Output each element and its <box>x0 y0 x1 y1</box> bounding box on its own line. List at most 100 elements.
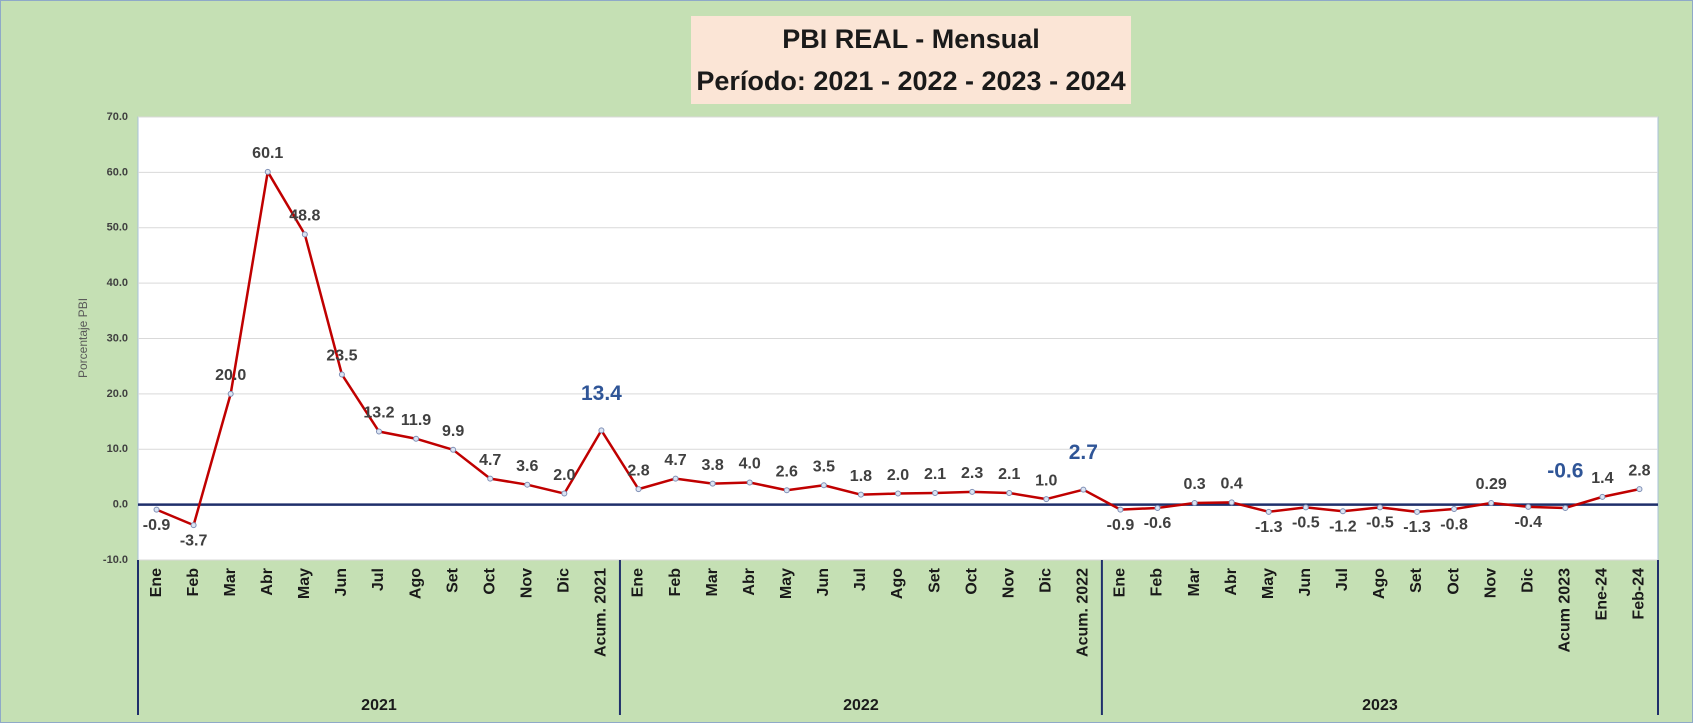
data-label: 4.7 <box>479 452 501 469</box>
data-point <box>264 168 271 175</box>
data-point <box>561 490 568 497</box>
data-point <box>635 486 642 493</box>
x-tick-label: Mar <box>1186 568 1203 596</box>
data-label: 2.3 <box>961 465 983 482</box>
data-point <box>857 491 864 498</box>
y-tick-label: 30.0 <box>107 332 128 344</box>
data-label: -0.8 <box>1440 516 1468 533</box>
data-point <box>932 489 939 496</box>
data-point <box>338 371 345 378</box>
x-tick-label: Dic <box>1038 568 1055 593</box>
x-tick-label: May <box>1260 568 1277 599</box>
x-tick-label: Oct <box>481 567 498 594</box>
data-label: -0.6 <box>1547 459 1583 482</box>
data-label: 23.5 <box>326 348 357 365</box>
data-point <box>746 479 753 486</box>
x-tick-label: Jul <box>852 568 869 591</box>
data-point <box>1488 500 1495 507</box>
x-tick-label: Set <box>1408 567 1425 593</box>
data-point <box>153 506 160 513</box>
data-label: 0.3 <box>1183 476 1205 493</box>
data-point <box>1414 508 1421 515</box>
y-tick-label: 70.0 <box>107 111 128 123</box>
data-point <box>1117 506 1124 513</box>
x-tick-label: Set <box>444 567 461 593</box>
data-point <box>1562 504 1569 511</box>
data-point <box>1006 489 1013 496</box>
data-label: 2.0 <box>553 467 575 484</box>
x-tick-label: Set <box>926 567 943 593</box>
data-label: 11.9 <box>401 412 431 429</box>
x-tick-label: Ene <box>1112 568 1129 597</box>
x-tick-label: Feb-24 <box>1631 568 1648 620</box>
data-point <box>1302 504 1309 511</box>
data-point <box>450 446 457 453</box>
data-label: 13.4 <box>581 382 622 405</box>
x-tick-label: Dic <box>556 568 573 593</box>
x-tick-label: Nov <box>1000 568 1017 598</box>
data-label: 2.6 <box>776 463 798 480</box>
x-tick-label: Mar <box>704 568 721 596</box>
data-label: -3.7 <box>180 532 208 549</box>
data-label: 2.0 <box>887 467 909 484</box>
data-point <box>969 488 976 495</box>
data-point <box>895 490 901 497</box>
x-tick-label: Ago <box>889 568 906 599</box>
data-label: 0.4 <box>1221 476 1243 493</box>
data-label: 20.0 <box>215 367 246 384</box>
x-tick-label: Abr <box>259 568 276 596</box>
data-label: 13.2 <box>363 405 394 422</box>
data-label: 2.8 <box>627 462 649 479</box>
group-label: 2022 <box>843 697 879 714</box>
x-tick-label: Acum 2023 <box>1557 568 1574 653</box>
chart-subtitle: Período: 2021 - 2022 - 2023 - 2024 <box>696 66 1125 96</box>
x-tick-label: Jul <box>370 568 387 591</box>
x-tick-label: Ago <box>407 568 424 599</box>
data-label: -0.6 <box>1144 515 1172 532</box>
x-tick-label: Jun <box>333 568 350 596</box>
y-tick-label: 50.0 <box>107 222 128 234</box>
data-label: -0.9 <box>1107 517 1135 534</box>
x-tick-label: May <box>296 568 313 599</box>
data-point <box>1191 499 1198 506</box>
x-tick-label: Oct <box>963 567 980 594</box>
x-tick-label: Dic <box>1519 568 1536 593</box>
title-box <box>691 16 1131 104</box>
x-tick-label: Nov <box>1482 568 1499 598</box>
y-tick-label: -10.0 <box>103 554 128 566</box>
data-point <box>783 487 790 494</box>
y-tick-label: 0.0 <box>113 499 128 511</box>
x-tick-label: Feb <box>185 568 202 597</box>
group-label: 2023 <box>1362 697 1398 714</box>
x-tick-label: Feb <box>667 568 684 597</box>
data-point <box>1228 499 1235 506</box>
data-point <box>709 480 716 487</box>
data-point <box>672 475 679 482</box>
data-point <box>820 482 827 489</box>
group-label: 2021 <box>361 697 397 714</box>
data-label: 2.1 <box>924 466 946 483</box>
data-label: 3.6 <box>516 458 538 475</box>
data-point <box>524 481 531 488</box>
x-tick-label: Ene <box>148 568 165 597</box>
data-label: -0.9 <box>143 517 171 534</box>
data-point <box>1376 504 1383 511</box>
chart-title: PBI REAL - Mensual <box>782 24 1040 54</box>
data-point <box>301 231 308 238</box>
data-label: 0.29 <box>1476 476 1507 493</box>
data-point <box>1043 496 1050 503</box>
data-point <box>227 390 234 397</box>
x-tick-label: Feb <box>1149 568 1166 597</box>
x-tick-label: Mar <box>222 568 239 596</box>
data-label: -1.2 <box>1329 518 1357 535</box>
data-point <box>1636 486 1643 493</box>
x-tick-label: Nov <box>518 568 535 598</box>
y-axis-title: Porcentaje PBI <box>76 298 90 378</box>
data-label: 4.0 <box>739 456 761 473</box>
data-label: -1.3 <box>1255 519 1283 536</box>
data-label: 4.7 <box>664 452 686 469</box>
data-point <box>1339 508 1346 515</box>
data-point <box>487 475 494 482</box>
data-point <box>1525 503 1532 510</box>
